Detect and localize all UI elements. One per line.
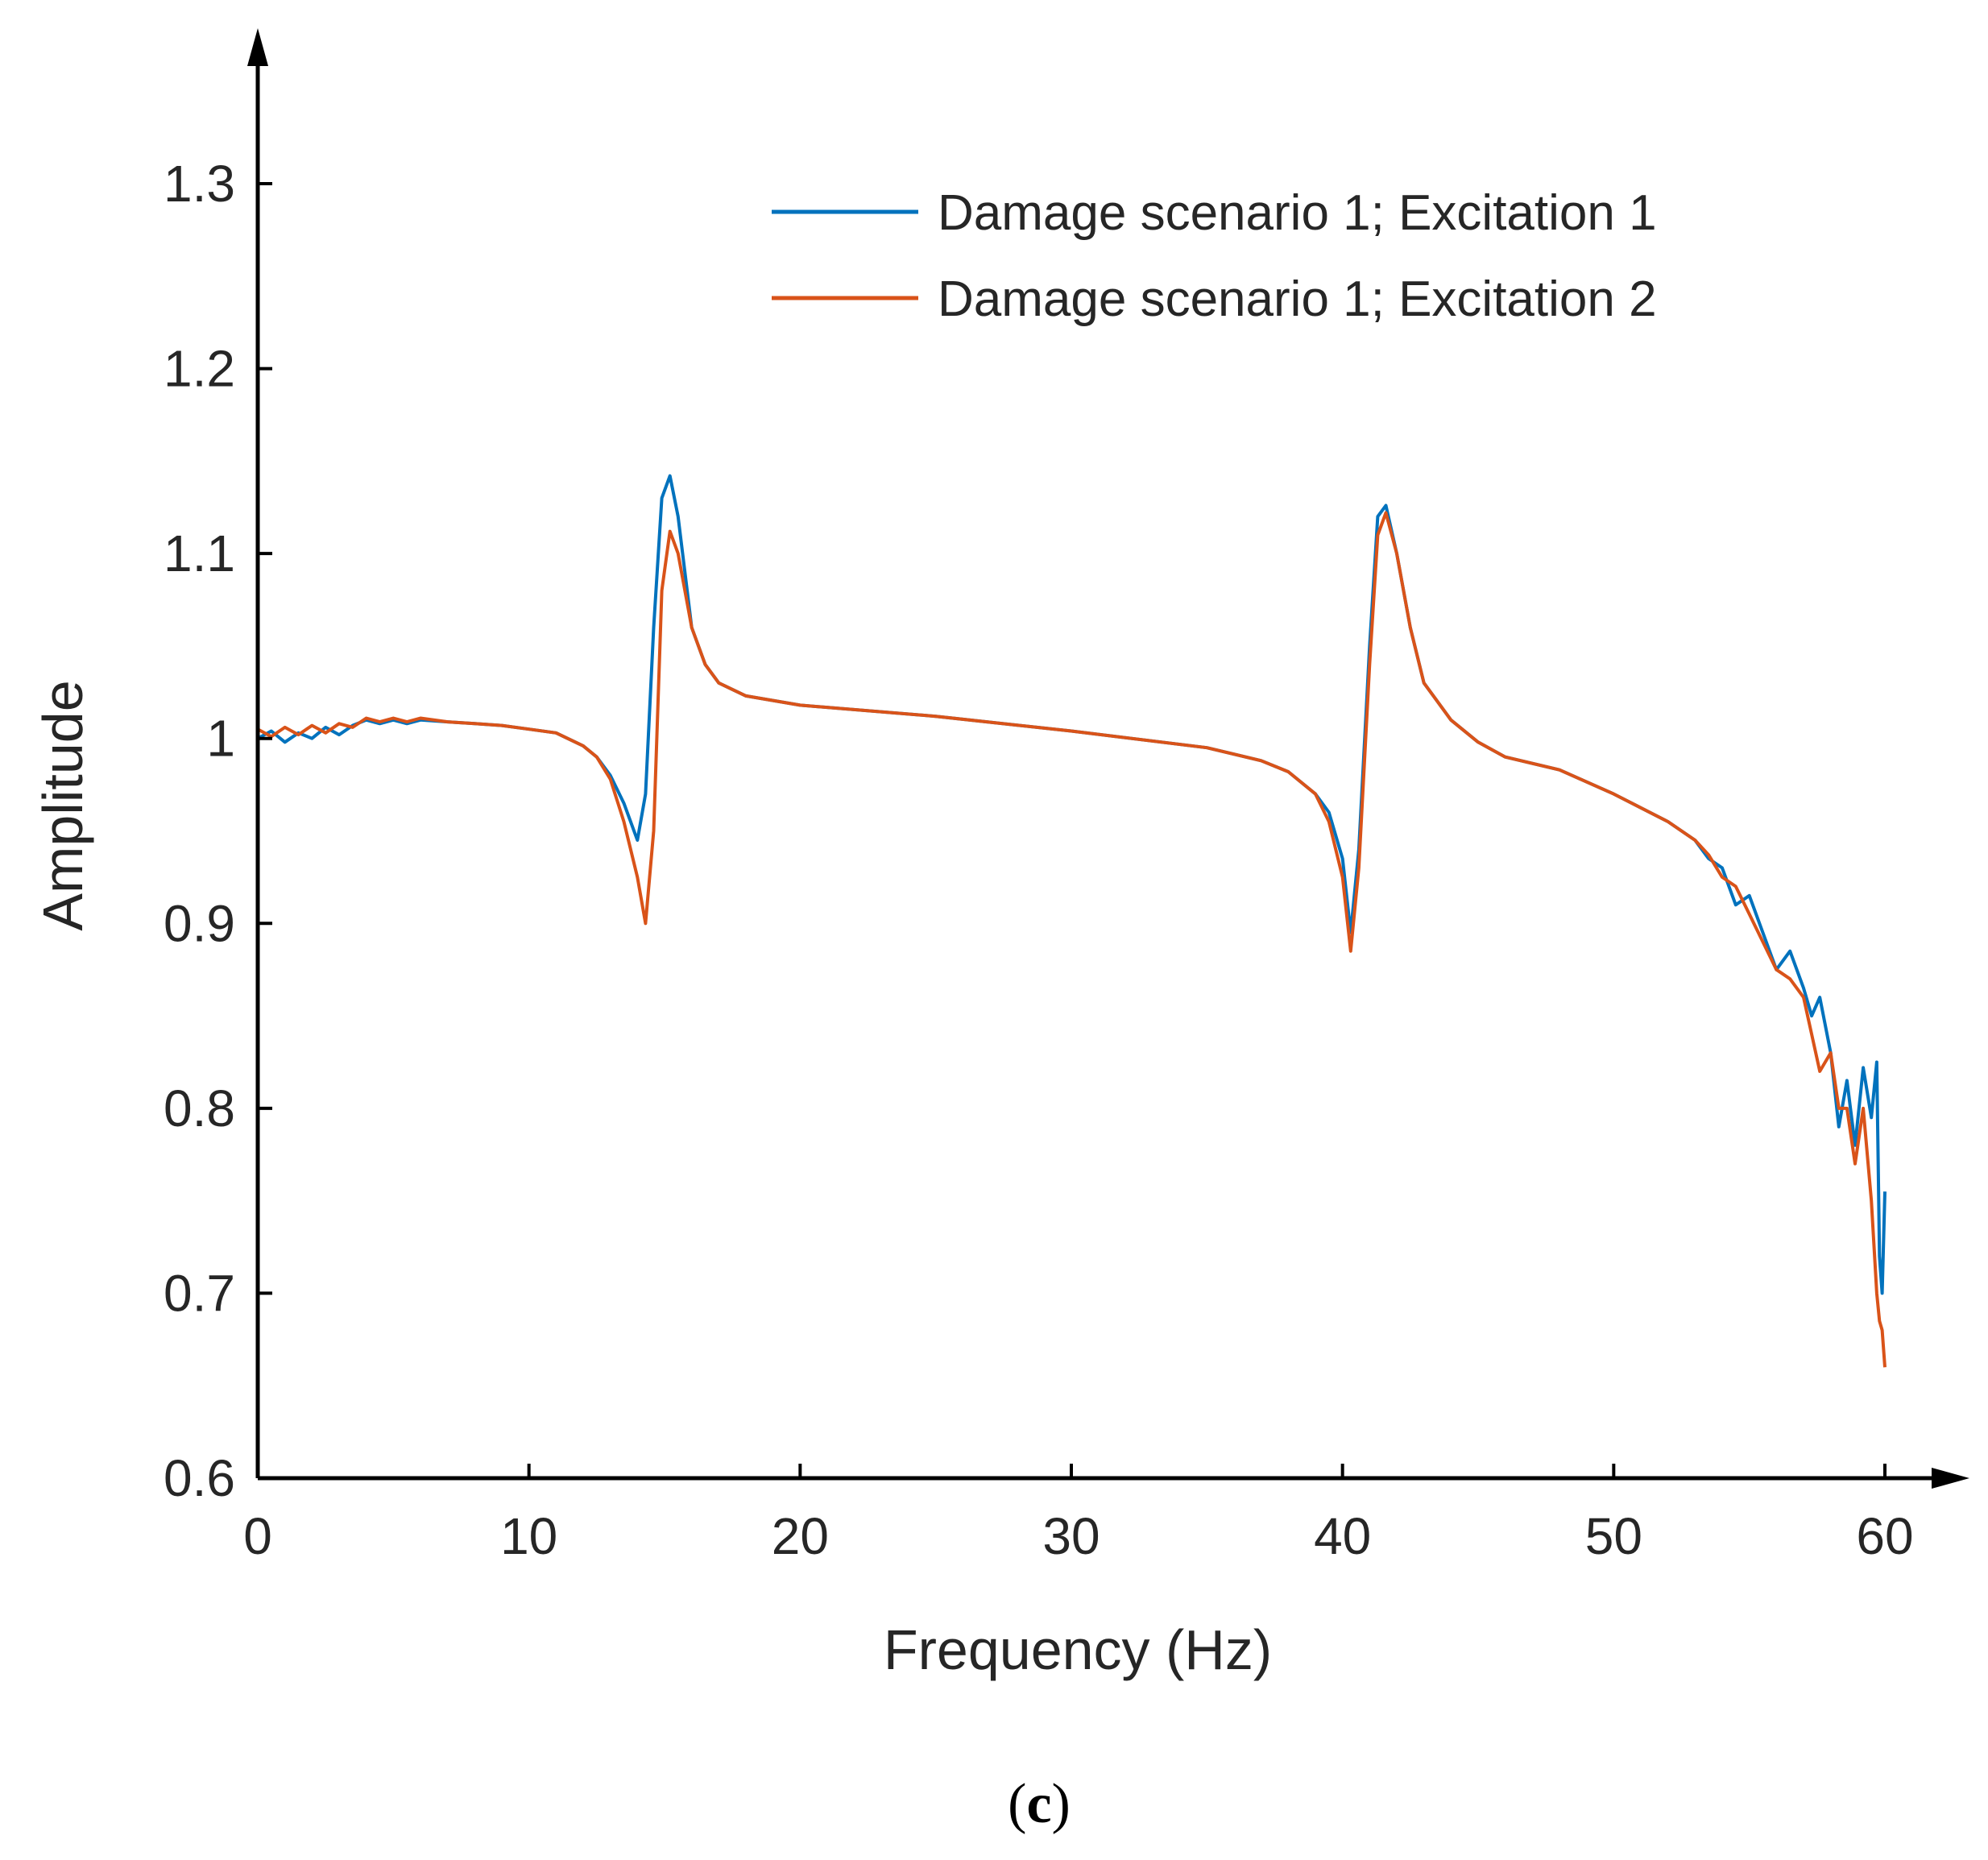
y-tick-label: 1.3 — [164, 155, 235, 213]
panel-label-close: ) — [1052, 1773, 1071, 1835]
x-tick-label: 10 — [500, 1507, 557, 1565]
panel-label: (c) — [1008, 1773, 1071, 1835]
y-tick-label: 1 — [206, 710, 235, 768]
y-tick-label: 0.6 — [164, 1449, 235, 1507]
x-axis-label: Frequency (Hz) — [884, 1618, 1272, 1681]
panel-label-open: ( — [1008, 1773, 1026, 1835]
x-tick-label: 20 — [772, 1507, 829, 1565]
x-tick-label: 0 — [243, 1507, 272, 1565]
x-tick-label: 50 — [1585, 1507, 1642, 1565]
y-tick-label: 0.7 — [164, 1264, 235, 1322]
y-ticks-group: 0.6 0.7 0.8 0.9 1 1.1 1.2 1.3 — [164, 155, 272, 1507]
y-tick-label: 1.1 — [164, 524, 235, 582]
series-line-1 — [257, 474, 1887, 1295]
legend-label-series-1: Damage scenario 1; Excitation 1 — [938, 185, 1657, 241]
y-tick-label: 0.8 — [164, 1079, 235, 1137]
legend-label-series-2: Damage scenario 1; Excitation 2 — [938, 271, 1657, 327]
x-tick-label: 40 — [1314, 1507, 1371, 1565]
legend: Damage scenario 1; Excitation 1 Damage s… — [772, 185, 1657, 327]
y-axis-label: Amplitude — [31, 680, 94, 930]
y-tick-label: 1.2 — [164, 340, 235, 398]
plot-series-group — [257, 474, 1887, 1368]
x-tick-label: 60 — [1856, 1507, 1913, 1565]
x-ticks-group: 0 10 20 30 40 50 60 — [243, 1464, 1914, 1565]
y-axis-arrow — [247, 28, 268, 66]
y-tick-label: 0.9 — [164, 894, 235, 952]
x-tick-label: 30 — [1042, 1507, 1100, 1565]
panel-label-letter: c — [1026, 1773, 1051, 1835]
x-axis-arrow — [1932, 1468, 1969, 1489]
series-line-2 — [257, 511, 1887, 1368]
